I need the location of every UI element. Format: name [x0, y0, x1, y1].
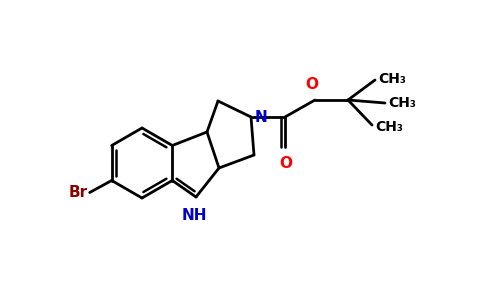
Text: O: O	[305, 77, 318, 92]
Text: Br: Br	[69, 185, 88, 200]
Text: CH₃: CH₃	[378, 72, 406, 86]
Text: CH₃: CH₃	[375, 120, 403, 134]
Text: NH: NH	[181, 208, 207, 223]
Text: CH₃: CH₃	[388, 96, 416, 110]
Text: N: N	[255, 110, 268, 125]
Text: O: O	[279, 156, 292, 171]
